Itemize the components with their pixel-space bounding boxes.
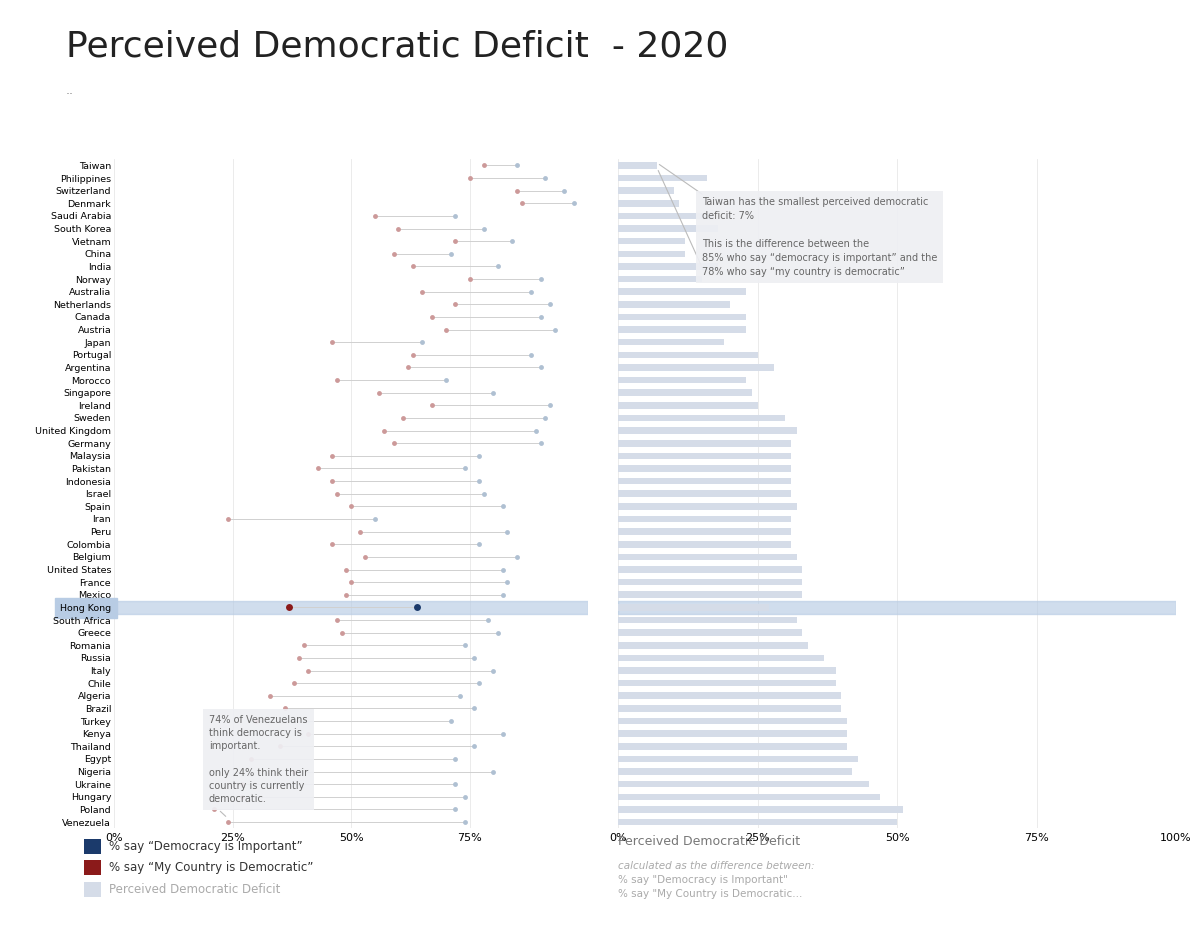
Bar <box>618 339 724 345</box>
Bar <box>618 288 746 295</box>
Bar <box>618 301 730 308</box>
Bar <box>618 212 713 219</box>
Bar <box>618 541 791 548</box>
Text: Perceived Democratic Deficit: Perceived Democratic Deficit <box>618 835 800 848</box>
Bar <box>618 478 791 485</box>
Bar <box>618 755 858 762</box>
Bar <box>618 642 808 649</box>
Bar <box>618 251 685 257</box>
Bar <box>618 440 791 446</box>
Bar <box>618 327 746 333</box>
Bar <box>618 743 847 750</box>
Bar <box>618 175 707 182</box>
Bar <box>618 528 791 534</box>
Bar <box>618 490 791 497</box>
Text: Perceived Democratic Deficit  - 2020: Perceived Democratic Deficit - 2020 <box>66 30 728 64</box>
Bar <box>618 364 774 371</box>
Bar <box>618 263 719 270</box>
Text: % say “Democracy is Important”: % say “Democracy is Important” <box>109 840 302 853</box>
Bar <box>618 806 902 812</box>
Text: Perceived Democratic Deficit: Perceived Democratic Deficit <box>109 883 281 896</box>
Text: % say “My Country is Democratic”: % say “My Country is Democratic” <box>109 861 313 874</box>
Bar <box>618 604 769 610</box>
Bar <box>618 314 746 320</box>
Bar <box>618 200 679 207</box>
Bar <box>618 705 841 711</box>
Bar <box>618 617 797 623</box>
Bar <box>618 402 757 409</box>
Bar <box>618 578 802 585</box>
Bar <box>618 352 757 358</box>
Bar <box>618 516 791 522</box>
Bar <box>618 629 802 636</box>
Bar <box>618 553 797 560</box>
Bar <box>618 465 791 472</box>
Bar <box>618 667 835 674</box>
Bar <box>618 503 797 509</box>
Bar <box>618 566 802 573</box>
Bar <box>618 238 685 244</box>
Bar <box>618 162 658 168</box>
Text: ..: .. <box>66 84 74 97</box>
Bar <box>618 276 702 283</box>
Bar <box>618 592 802 598</box>
Bar <box>618 680 835 686</box>
Text: % say "Democracy is Important": % say "Democracy is Important" <box>618 874 788 885</box>
Bar <box>618 654 824 661</box>
Bar <box>618 794 881 800</box>
Bar <box>618 415 785 421</box>
Bar <box>618 718 847 724</box>
Text: 74% of Venezuelans
think democracy is
important.

only 24% think their
country i: 74% of Venezuelans think democracy is im… <box>209 715 308 804</box>
Text: calculated as the difference between:: calculated as the difference between: <box>618 860 815 870</box>
Bar <box>618 428 797 434</box>
Bar <box>618 187 674 194</box>
Bar <box>618 226 719 232</box>
Bar <box>618 389 752 396</box>
Text: Taiwan has the smallest perceived democratic
deficit: 7%

This is the difference: Taiwan has the smallest perceived democr… <box>702 197 937 277</box>
Bar <box>618 693 841 699</box>
Bar <box>618 377 746 384</box>
Bar <box>618 453 791 460</box>
Bar <box>114 601 588 614</box>
Bar <box>618 601 1176 614</box>
Bar <box>618 781 869 787</box>
Bar <box>618 768 852 775</box>
Bar <box>618 819 898 826</box>
Bar <box>618 730 847 737</box>
Text: % say "My Country is Democratic...: % say "My Country is Democratic... <box>618 888 803 899</box>
